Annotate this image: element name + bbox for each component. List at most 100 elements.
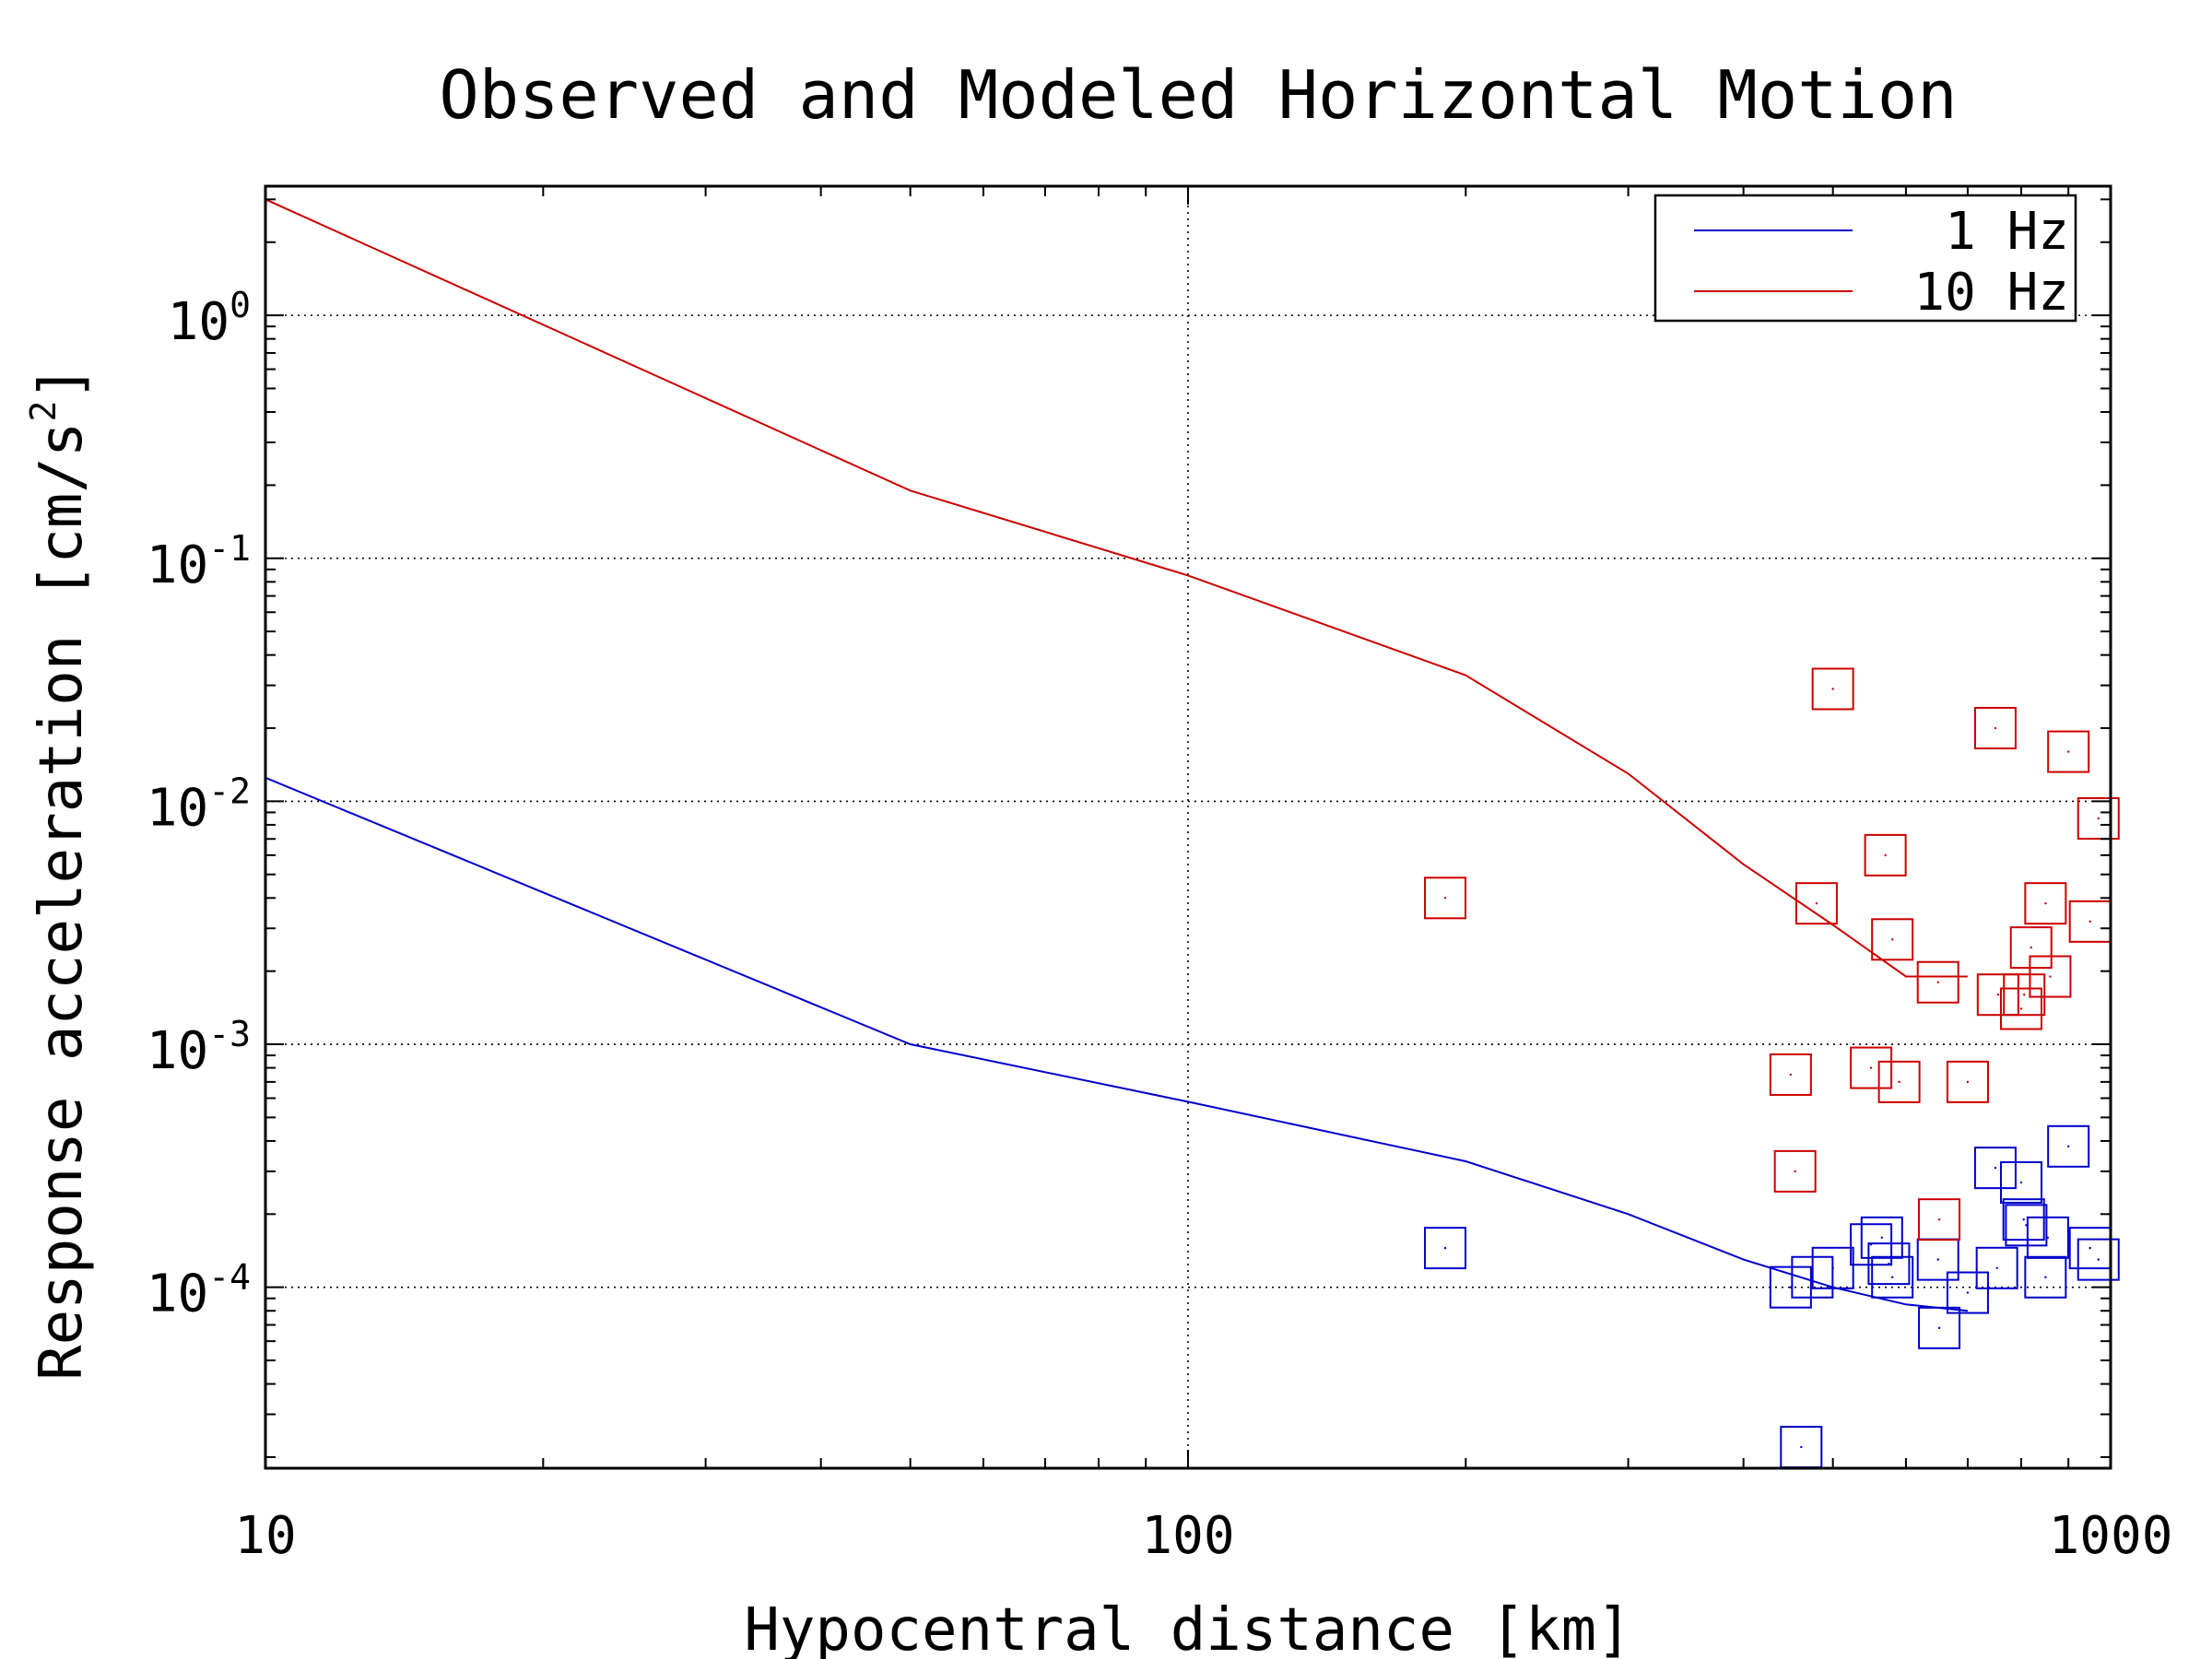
observed-point-1: [2077, 796, 2120, 840]
observed-point-dot-1: [2044, 901, 2047, 905]
legend-label-1hz: 1 Hz: [1945, 202, 2069, 262]
y-axis-label-main: Response acceleration [cm/s: [28, 422, 96, 1381]
observed-point-dot-0: [1800, 1445, 1803, 1449]
observed-point-1: [1999, 987, 2042, 1030]
observed-point-dot-0: [1966, 1291, 1970, 1294]
observed-point-1: [1424, 877, 1467, 920]
y-tick-label-base: 10: [147, 1265, 208, 1324]
observed-point-dot-0: [1890, 1276, 1894, 1278]
y-tick-label: 10-3: [147, 1014, 251, 1081]
y-axis-label-end: ]: [28, 365, 96, 401]
observed-point-dot-0: [1831, 1266, 1834, 1269]
observed-point-dot-1: [2030, 946, 2032, 949]
observed-point-dot-0: [2044, 1276, 2047, 1278]
observed-point-0: [2077, 1238, 2120, 1281]
observed-point-1: [1850, 1046, 1893, 1089]
observed-point-dot-1: [1443, 897, 1447, 900]
y-tick-label-base: 10: [147, 1021, 208, 1081]
observed-point-dot-1: [2097, 817, 2100, 820]
observed-point-dot-1: [1869, 1066, 1873, 1069]
observed-point-dot-0: [1995, 1266, 1998, 1269]
observed-point-dot-1: [1884, 853, 1887, 857]
observed-point-0: [1860, 1216, 1903, 1259]
observed-point-dot-1: [2049, 975, 2052, 978]
y-tick-label-base: 10: [168, 292, 229, 352]
observed-point-dot-1: [1936, 981, 1939, 983]
observed-point-1: [2029, 955, 2072, 998]
observed-point-1: [1973, 707, 2017, 750]
observed-point-0: [1918, 1306, 1961, 1349]
observed-point-0: [1973, 1147, 2017, 1190]
y-tick-label-exponent: -1: [208, 528, 251, 569]
observed-point-dot-1: [1890, 938, 1894, 941]
observed-point-0: [1946, 1271, 1989, 1314]
observed-point-1: [2009, 926, 2053, 970]
observed-point-dot-1: [1996, 994, 2000, 996]
observed-point-1: [1946, 1060, 1989, 1103]
observed-point-1: [1877, 1060, 1921, 1103]
observed-point-1: [2047, 730, 2090, 773]
observed-point-0: [2002, 1198, 2045, 1241]
y-tick-label-exponent: -4: [208, 1257, 251, 1298]
observed-point-1: [1871, 918, 1914, 961]
observed-point-dot-1: [2019, 1007, 2023, 1010]
observed-point-dot-1: [1794, 1170, 1796, 1173]
y-tick-label: 10-4: [147, 1257, 251, 1324]
observed-point-0: [2005, 1204, 2048, 1247]
observed-point-dot-0: [1937, 1326, 1941, 1330]
x-tick-label: 10: [234, 1506, 296, 1566]
grid: [265, 186, 2111, 1468]
observed-point-dot-0: [2066, 1145, 2070, 1148]
series-line-0: [265, 776, 1969, 1312]
observed-point-0: [2026, 1216, 2069, 1259]
observed-point-1: [1773, 1149, 1817, 1193]
observed-point-dot-1: [1994, 726, 1997, 730]
observed-point-1: [1864, 833, 1907, 877]
observed-point-1: [1794, 882, 1838, 925]
observed-point-dot-0: [1936, 1258, 1939, 1261]
observed-point-dot-0: [2046, 1236, 2050, 1240]
legend-label-10hz: 10 Hz: [1913, 263, 2069, 323]
observed-point-1: [2024, 882, 2067, 925]
observed-point-0: [1811, 1246, 1854, 1289]
y-axis-label-superscript: 2: [23, 401, 64, 422]
observed-point-dot-1: [1831, 688, 1834, 690]
y-tick-label-base: 10: [147, 778, 208, 838]
observed-point-dot-0: [1888, 1262, 1890, 1265]
observed-point-dot-0: [1994, 1166, 1997, 1170]
observed-point-1: [1916, 960, 1959, 1004]
x-tick-label: 100: [1141, 1506, 1234, 1566]
observed-point-dot-1: [1966, 1080, 1970, 1084]
observed-point-0: [1850, 1223, 1893, 1266]
observed-point-dot-0: [1880, 1236, 1884, 1240]
observed-point-0: [1867, 1242, 1911, 1286]
observed-point-dot-1: [1789, 1073, 1793, 1077]
observed-point-1: [1811, 667, 1854, 711]
x-axis-label: Hypocentral distance [km]: [744, 1596, 1631, 1659]
observed-point-dot-1: [2023, 994, 2026, 996]
frame-layer: [264, 184, 2112, 1470]
observed-point-0: [2024, 1255, 2067, 1299]
y-tick-label-exponent: -3: [208, 1014, 251, 1054]
observed-point-0: [1769, 1265, 1812, 1309]
chart-title: Observed and Modeled Horizontal Motion: [439, 56, 1957, 134]
observed-point-0: [2047, 1124, 2090, 1168]
y-tick-label-exponent: -2: [208, 771, 251, 811]
observed-point-1: [1769, 1053, 1812, 1096]
observed-point-1: [1918, 1198, 1961, 1241]
observed-point-dot-1: [1898, 1080, 1900, 1084]
x-tick-label: 1000: [2049, 1506, 2173, 1566]
y-tick-label-base: 10: [147, 535, 208, 595]
observed-point-0: [1424, 1227, 1467, 1270]
y-tick-label-exponent: 0: [229, 285, 251, 325]
observed-point-dot-0: [2088, 1246, 2091, 1250]
legend-box: [1653, 194, 2077, 323]
observed-point-0: [1999, 1160, 2042, 1204]
observed-point-dot-0: [2097, 1258, 2100, 1261]
observed-point-dot-1: [2066, 750, 2070, 753]
observed-point-dot-0: [1443, 1246, 1447, 1250]
series-layer: [265, 198, 2120, 1469]
observed-point-dot-0: [2022, 1218, 2025, 1221]
